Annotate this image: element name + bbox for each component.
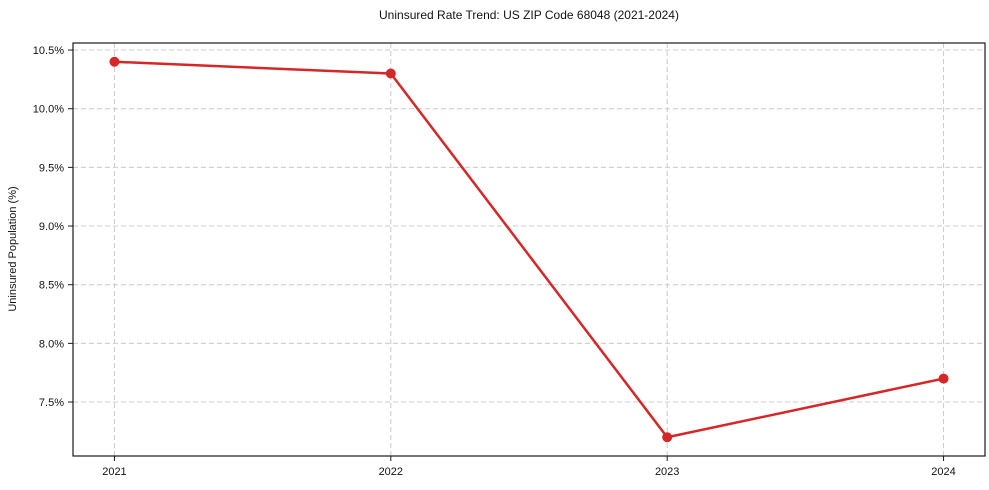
plot-border: [72, 42, 986, 457]
data-point-2021: [109, 56, 120, 67]
y-tick-label: 9.0%: [39, 221, 64, 233]
data-point-2023: [662, 432, 673, 443]
y-tick-label: 10.5%: [33, 45, 64, 57]
data-point-2024: [938, 373, 949, 384]
x-tick-label: 2024: [931, 466, 955, 478]
y-tick-label: 9.5%: [39, 162, 64, 174]
y-tick-label: 8.0%: [39, 338, 64, 350]
x-tick-label: 2023: [655, 466, 679, 478]
x-tick-label: 2022: [379, 466, 403, 478]
chart-title: Uninsured Rate Trend: US ZIP Code 68048 …: [379, 8, 679, 22]
trend-line: [113, 60, 945, 439]
data-point-2022: [385, 68, 396, 79]
y-tick-label: 7.5%: [39, 397, 64, 409]
y-tick-label: 8.5%: [39, 280, 64, 292]
x-tick-label: 2021: [102, 466, 126, 478]
y-tick-label: 10.0%: [33, 104, 64, 116]
